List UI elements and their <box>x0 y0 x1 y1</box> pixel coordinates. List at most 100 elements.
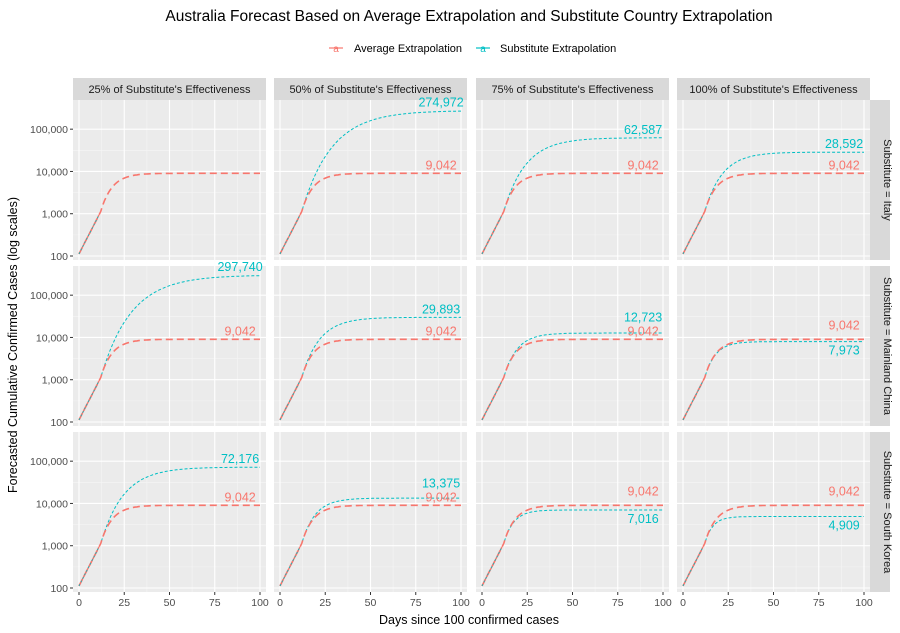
x-tick-label: 0 <box>76 597 82 609</box>
average-final-label: 9,042 <box>224 324 255 338</box>
chart-title: Australia Forecast Based on Average Extr… <box>165 8 772 25</box>
row-strip <box>870 266 890 426</box>
column-strip-label: 25% of Substitute's Effectiveness <box>88 84 251 96</box>
observed-line-sub <box>78 380 100 421</box>
column-strip <box>274 78 467 100</box>
substitute-final-label: 12,723 <box>624 310 662 324</box>
y-axis-label: Forecasted Cumulative Confirmed Cases (l… <box>6 197 20 493</box>
legend-label-substitute: Substitute Extrapolation <box>500 43 616 55</box>
x-tick-label: 75 <box>410 597 422 609</box>
x-tick-label: 0 <box>680 597 686 609</box>
y-tick-label: 10,000 <box>36 332 68 344</box>
row-strip-label: Substitute = Mainland China <box>881 277 893 416</box>
column-strip <box>73 78 266 100</box>
x-tick-label: 25 <box>521 597 533 609</box>
average-final-label: 9,042 <box>627 158 658 172</box>
observed-line-sub <box>279 546 301 587</box>
observed-line-sub <box>481 546 503 587</box>
y-tick-label: 100,000 <box>30 290 68 302</box>
column-strip <box>677 78 870 100</box>
x-tick-label: 50 <box>164 597 176 609</box>
average-line <box>481 338 663 421</box>
y-tick-label: 100 <box>50 251 68 263</box>
y-tick-label: 1,000 <box>42 541 68 553</box>
x-tick-label: 75 <box>813 597 825 609</box>
observed-line-sub <box>682 546 704 587</box>
svg-text:a: a <box>480 44 486 55</box>
average-final-label: 9,042 <box>828 484 859 498</box>
observed-line-sub <box>279 380 301 421</box>
row-strip <box>870 100 890 260</box>
x-tick-label: 75 <box>612 597 624 609</box>
substitute-line <box>78 466 260 587</box>
substitute-line <box>682 151 864 255</box>
y-tick-label: 100 <box>50 583 68 595</box>
average-line <box>481 172 663 255</box>
average-final-label: 9,042 <box>627 324 658 338</box>
x-tick-label: 0 <box>479 597 485 609</box>
legend-key-average: a <box>327 39 345 57</box>
average-line <box>682 504 864 587</box>
substitute-final-label: 7,016 <box>627 512 658 526</box>
average-final-label: 9,042 <box>828 318 859 332</box>
y-tick-label: 1,000 <box>42 209 68 221</box>
substitute-line <box>279 316 462 421</box>
average-final-label: 9,042 <box>224 490 255 504</box>
y-tick-label: 10,000 <box>36 166 68 178</box>
y-tick-label: 100,000 <box>30 456 68 468</box>
x-axis-label: Days since 100 confirmed cases <box>379 613 559 627</box>
column-strip-label: 75% of Substitute's Effectiveness <box>491 84 654 96</box>
average-line <box>78 338 260 421</box>
average-line <box>682 338 864 421</box>
observed-line-sub <box>682 214 704 255</box>
y-tick-label: 100,000 <box>30 124 68 136</box>
average-final-label: 9,042 <box>627 484 658 498</box>
observed-line-sub <box>682 380 704 421</box>
x-tick-label: 100 <box>654 597 672 609</box>
substitute-line <box>78 275 260 421</box>
x-tick-label: 50 <box>768 597 780 609</box>
average-line <box>279 172 461 255</box>
substitute-final-label: 28,592 <box>825 137 863 151</box>
column-strip <box>476 78 669 100</box>
substitute-final-label: 297,740 <box>217 260 262 274</box>
row-strip-label: Substitute = Italy <box>881 139 893 221</box>
substitute-line <box>682 516 864 587</box>
y-tick-label: 1,000 <box>42 375 68 387</box>
x-tick-label: 50 <box>567 597 579 609</box>
average-line <box>279 338 461 421</box>
row-strip-label: Substitute = South Korea <box>881 451 893 574</box>
facet-panels: 25% of Substitute's Effectiveness 50% of … <box>30 78 893 609</box>
x-tick-label: 25 <box>319 597 331 609</box>
x-tick-label: 100 <box>452 597 470 609</box>
y-tick-label: 100 <box>50 417 68 429</box>
x-tick-label: 25 <box>722 597 734 609</box>
observed-line-sub <box>279 214 301 255</box>
observed-line-sub <box>481 380 503 421</box>
substitute-final-label: 7,973 <box>828 344 859 358</box>
average-line <box>481 504 663 587</box>
substitute-final-label: 13,375 <box>422 476 460 490</box>
observed-line-sub <box>78 546 100 587</box>
svg-text:a: a <box>333 44 339 55</box>
observed-line-sub <box>78 214 100 255</box>
x-tick-label: 75 <box>209 597 221 609</box>
average-line <box>279 504 461 587</box>
average-line <box>682 172 864 255</box>
average-final-label: 9,042 <box>425 324 456 338</box>
row-strip <box>870 432 890 592</box>
x-tick-label: 100 <box>855 597 873 609</box>
observed-line-sub <box>481 214 503 255</box>
substitute-final-label: 4,909 <box>828 519 859 533</box>
column-strip-label: 50% of Substitute's Effectiveness <box>289 84 452 96</box>
substitute-final-label: 62,587 <box>624 123 662 137</box>
average-line <box>78 172 260 255</box>
substitute-line <box>279 110 461 255</box>
substitute-final-label: 72,176 <box>221 452 259 466</box>
legend-label-average: Average Extrapolation <box>354 43 462 55</box>
x-tick-label: 50 <box>365 597 377 609</box>
average-final-label: 9,042 <box>828 158 859 172</box>
substitute-final-label: 274,972 <box>418 96 463 110</box>
y-tick-label: 10,000 <box>36 498 68 510</box>
